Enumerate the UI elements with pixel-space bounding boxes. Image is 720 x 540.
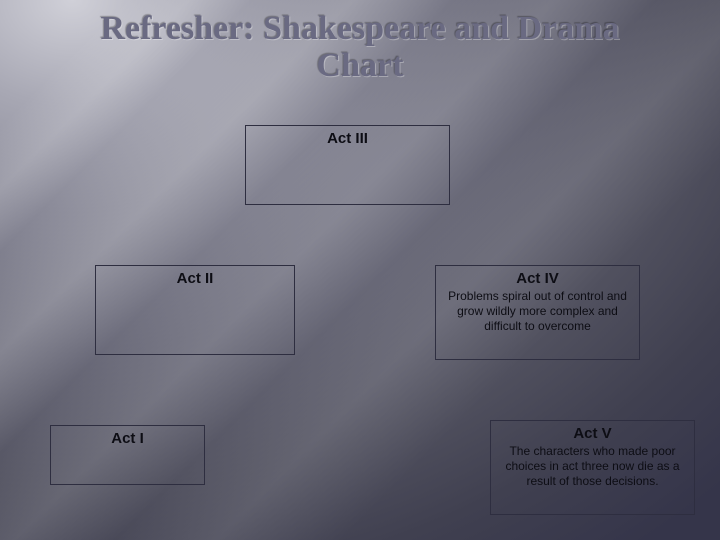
act-2-label: Act II	[102, 270, 288, 287]
title-line-2: Chart	[317, 47, 404, 84]
act-5-label: Act V	[497, 425, 688, 442]
act-4-box: Act IV Problems spiral out of control an…	[435, 265, 640, 360]
act-4-label: Act IV	[442, 270, 633, 287]
act-3-box: Act III	[245, 125, 450, 205]
act-5-desc: The characters who made poor choices in …	[497, 444, 688, 489]
act-2-box: Act II	[95, 265, 295, 355]
act-1-label: Act I	[57, 430, 198, 447]
slide-title: Refresher: Shakespeare and Drama Chart	[0, 10, 720, 85]
act-1-box: Act I	[50, 425, 205, 485]
act-5-box: Act V The characters who made poor choic…	[490, 420, 695, 515]
title-line-1: Refresher: Shakespeare and Drama	[100, 10, 619, 47]
act-3-label: Act III	[252, 130, 443, 147]
act-4-desc: Problems spiral out of control and grow …	[442, 289, 633, 334]
